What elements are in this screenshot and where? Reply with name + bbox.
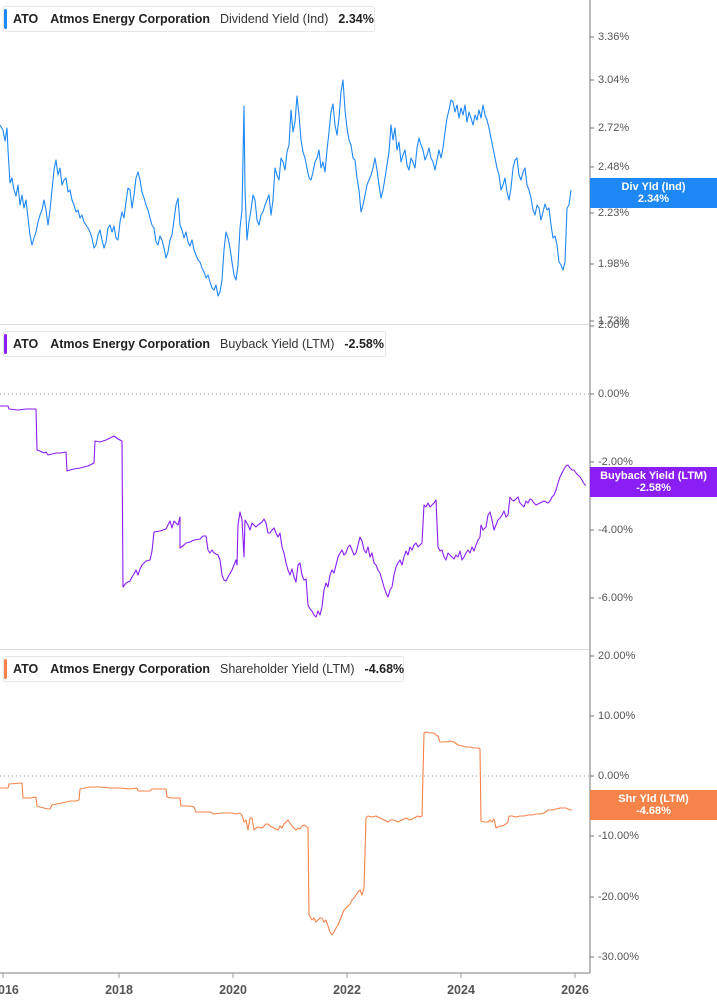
- y-tick: -4.00%: [598, 524, 633, 536]
- y-tick: 1.73%: [598, 315, 630, 327]
- y-tick: 0.00%: [598, 770, 630, 782]
- metric-name: Shareholder Yield (LTM): [219, 662, 355, 676]
- current-value-badge: Buyback Yield (LTM) -2.58%: [590, 467, 717, 497]
- y-tick: -20.00%: [598, 891, 639, 903]
- buyback-yield-line: [0, 405, 586, 618]
- company-name: Atmos Energy Corporation: [50, 662, 210, 676]
- y-tick: 2.00%: [598, 319, 630, 331]
- series-color-marker: [4, 334, 7, 354]
- dividend-yield-legend: ATO Atmos Energy Corporation Dividend Yi…: [3, 6, 375, 32]
- x-axis-label: 2020: [219, 983, 247, 997]
- company-name: Atmos Energy Corporation: [50, 337, 210, 351]
- ticker: ATO: [13, 337, 39, 351]
- y-tick: -30.00%: [598, 951, 639, 963]
- ticker: ATO: [13, 662, 39, 676]
- y-tick: 10.00%: [598, 710, 636, 722]
- series-color-marker: [4, 659, 7, 679]
- dividend-yield-line: [0, 79, 572, 297]
- x-axis-label: 2024: [447, 983, 475, 997]
- badge-label: Div Yld (Ind): [621, 181, 686, 193]
- shareholder-yield-line: [0, 731, 572, 936]
- y-tick: 0.00%: [598, 388, 630, 400]
- y-tick: 2.23%: [598, 207, 630, 219]
- current-value-badge: Shr Yld (LTM) -4.68%: [590, 790, 717, 820]
- y-tick: -2.00%: [598, 456, 633, 468]
- metric-name: Buyback Yield (LTM): [219, 337, 335, 351]
- x-axis-label: 2018: [105, 983, 133, 997]
- buyback-yield-panel: ATO Atmos Energy Corporation Buyback Yie…: [0, 319, 717, 650]
- y-tick: 3.36%: [598, 31, 630, 43]
- y-tick: 2.48%: [598, 161, 630, 173]
- metric-name: Dividend Yield (Ind): [219, 12, 329, 26]
- dividend-yield-chart: [0, 0, 594, 325]
- x-axis-label: 2022: [333, 983, 361, 997]
- badge-label: Shr Yld (LTM): [618, 793, 689, 805]
- metric-value: 2.34%: [338, 12, 374, 26]
- y-tick: -10.00%: [598, 830, 639, 842]
- badge-value: 2.34%: [637, 193, 670, 205]
- y-tick: 3.04%: [598, 74, 630, 86]
- metric-value: -4.68%: [364, 662, 405, 676]
- buyback-yield-legend: ATO Atmos Energy Corporation Buyback Yie…: [3, 331, 386, 357]
- ticker: ATO: [13, 12, 39, 26]
- badge-value: -2.58%: [636, 482, 671, 494]
- dividend-yield-panel: ATO Atmos Energy Corporation Dividend Yi…: [0, 0, 717, 327]
- y-tick: -6.00%: [598, 592, 633, 604]
- y-tick: 2.72%: [598, 122, 630, 134]
- current-value-badge: Div Yld (Ind) 2.34%: [590, 178, 717, 208]
- y-tick: 20.00%: [598, 650, 636, 662]
- badge-label: Buyback Yield (LTM): [600, 470, 707, 482]
- badge-value: -4.68%: [636, 805, 671, 817]
- x-axis-label: 016: [0, 983, 19, 997]
- x-axis-label: 2026: [561, 983, 589, 997]
- y-tick: 1.98%: [598, 258, 630, 270]
- shareholder-yield-legend: ATO Atmos Energy Corporation Shareholder…: [3, 656, 404, 682]
- series-color-marker: [4, 9, 7, 29]
- metric-value: -2.58%: [344, 337, 384, 351]
- company-name: Atmos Energy Corporation: [50, 12, 210, 26]
- shareholder-yield-panel: ATO Atmos Energy Corporation Shareholder…: [0, 650, 717, 978]
